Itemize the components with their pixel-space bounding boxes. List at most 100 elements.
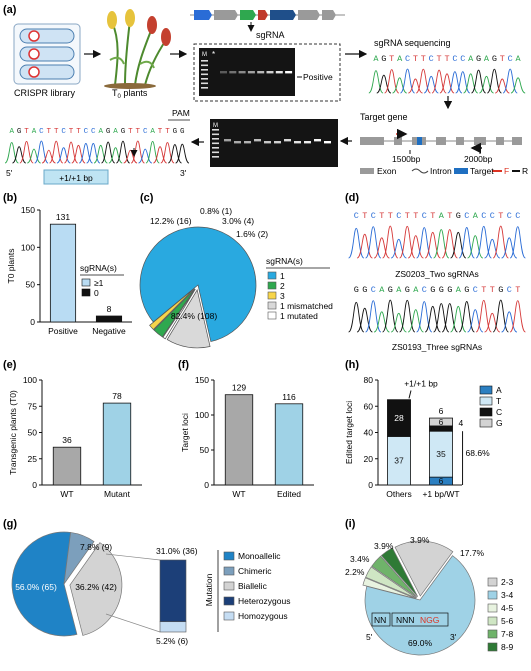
legend-target: Target: [470, 166, 494, 176]
panel-label-f: (f): [178, 359, 189, 371]
seq1-peak: [494, 78, 510, 94]
seq1-peak: [447, 71, 463, 94]
motif-ngg: NGG: [420, 615, 439, 625]
legend-swatch: [267, 281, 277, 290]
pie-slice: [380, 547, 419, 597]
sample-band: [229, 71, 237, 74]
d1-base: T: [362, 211, 367, 221]
pct-label: 68.6%: [466, 448, 491, 458]
x-tick-label: WT: [232, 489, 245, 499]
bar: [95, 315, 123, 323]
ladder-band: [212, 156, 219, 158]
legend-title: sgRNA(s): [266, 256, 303, 266]
legend-label: 5-6: [501, 616, 514, 626]
d2-base: G: [464, 285, 469, 295]
d1-peak: [467, 235, 484, 259]
plants-icon: [104, 9, 171, 89]
seq1-peak: [487, 68, 502, 94]
y-tick-label: 0: [32, 480, 37, 490]
mut-peak: [93, 144, 108, 164]
bar-segment: [429, 417, 453, 427]
seq1-base: T: [413, 54, 418, 64]
slice-label: 7.8% (9): [80, 542, 112, 552]
y-tick-label: 50: [26, 280, 36, 290]
panel-label-e: (e): [3, 359, 17, 371]
y-axis-label: Transgenic plants (T0): [8, 390, 18, 475]
legend-swatch: [223, 581, 235, 591]
sample-band: [257, 71, 265, 74]
legend-swatch: [479, 396, 493, 406]
mut-peak: [123, 149, 138, 164]
sample-band: [254, 139, 261, 142]
positive-label: Positive: [303, 72, 333, 82]
motif-nnn: NNN: [396, 615, 414, 625]
d2-base: G: [405, 285, 410, 295]
ladder-band: [212, 142, 219, 145]
x-tick-label: Positive: [48, 326, 78, 336]
slice-label: 82.4% (108): [171, 311, 217, 321]
seq1-peak: [400, 68, 415, 94]
vector-construct: [190, 10, 345, 20]
d1-peak: [399, 225, 416, 259]
d1-label: ZS0203_Two sgRNAs: [395, 269, 479, 279]
legend-swatch: [267, 311, 277, 320]
motif-5prime: 5': [366, 632, 373, 642]
d2-base: A: [413, 285, 419, 295]
seq1-peak: [384, 69, 400, 94]
seq-title: sgRNA sequencing: [374, 38, 451, 48]
legend-swatch: [487, 603, 498, 613]
legend-swatch: [223, 596, 235, 606]
d1-base: C: [481, 211, 486, 221]
seq1-base: A: [515, 54, 521, 64]
chart-h: 0 20 40 60 80 Edited target loci 37 28 Others 6 35…: [344, 375, 503, 499]
d1-peak: [390, 238, 407, 259]
sub-bar-label: 5.2% (6): [156, 636, 188, 646]
chart-g: 56.0% (65) 7.8% (9) 36.2% (42) 31.0% (36) 5.…: [11, 531, 290, 646]
d2-peak: [416, 301, 433, 333]
gel-star-label: *: [212, 50, 215, 59]
legend-swatch: [479, 385, 493, 395]
y-axis-label: Target loci: [180, 413, 190, 452]
d1-base: T: [388, 211, 393, 221]
bar-value-label: 131: [56, 212, 70, 222]
gel-bands-2: [212, 129, 331, 158]
d2-base: C: [422, 285, 427, 295]
connector: [105, 553, 161, 561]
segment-label: 35: [436, 449, 446, 459]
gel-bands: [201, 60, 293, 89]
d2-peak: [484, 312, 501, 333]
mut-peak: [27, 148, 41, 164]
legend-swatch: [487, 629, 498, 639]
legend-label: 1 mismatched: [280, 301, 333, 311]
seq1-peak: [510, 77, 526, 94]
d2-base: T: [515, 285, 520, 295]
y-tick-label: 0: [368, 480, 373, 490]
panel-label-i: (i): [345, 518, 356, 530]
bar-value-label: 129: [232, 383, 246, 393]
g-value: 6: [439, 406, 444, 416]
legend-swatch: [81, 288, 91, 297]
legend-label: Biallelic: [238, 581, 268, 591]
d2-peak: [509, 300, 526, 333]
pie-slice: [69, 542, 123, 636]
bar: [102, 402, 132, 486]
bar: [52, 446, 82, 486]
d1-base: A: [439, 211, 445, 221]
legend-label: 1: [280, 271, 285, 281]
legend-label: Monoallelic: [238, 551, 281, 561]
vector-part: [270, 10, 296, 20]
seq1-base: C: [429, 54, 434, 64]
mut-base: T: [158, 128, 163, 136]
legend-label: Chimeric: [238, 566, 272, 576]
slice-label: 3.9%: [374, 541, 394, 551]
segment-label: 6: [439, 417, 444, 427]
y-tick-label: 25: [28, 454, 38, 464]
d1-peak: [458, 227, 475, 259]
legend-label: Heterozygous: [238, 596, 290, 606]
d2-peak: [424, 305, 441, 333]
slice-label: 12.2% (16): [150, 216, 192, 226]
panel-label-c: (c): [140, 192, 154, 204]
d1-peak: [433, 229, 450, 259]
seq1-base: C: [508, 54, 513, 64]
